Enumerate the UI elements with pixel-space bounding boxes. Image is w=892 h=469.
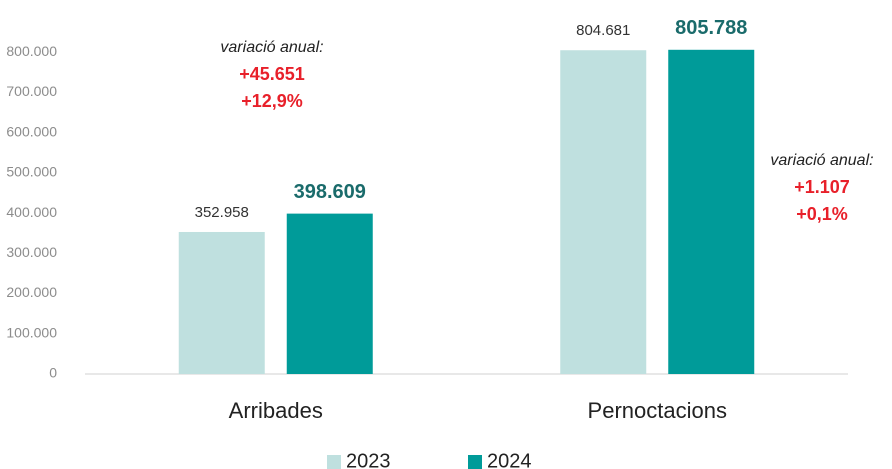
- y-tick-label: 100.000: [6, 324, 57, 340]
- annotation-title: variació anual:: [770, 152, 873, 169]
- bar: [286, 213, 373, 374]
- y-tick-label: 700.000: [6, 83, 57, 99]
- annotation-line: +45.651: [239, 64, 305, 84]
- data-label: 352.958: [195, 204, 249, 221]
- y-tick-label: 0: [49, 365, 57, 381]
- bar: [668, 49, 755, 375]
- bar: [560, 50, 647, 375]
- y-tick-label: 600.000: [6, 123, 57, 139]
- annotation-line: +0,1%: [796, 204, 848, 224]
- legend-label: 2024: [487, 450, 532, 469]
- y-tick-label: 400.000: [6, 204, 57, 220]
- legend-swatch: [327, 455, 341, 469]
- data-label: 804.681: [576, 22, 630, 39]
- annotation-title: variació anual:: [220, 39, 323, 56]
- data-label: 398.609: [294, 181, 366, 203]
- annotation-line: +12,9%: [241, 91, 303, 111]
- y-tick-label: 800.000: [6, 43, 57, 59]
- legend-swatch: [468, 455, 482, 469]
- y-tick-label: 300.000: [6, 244, 57, 260]
- y-tick-label: 500.000: [6, 164, 57, 180]
- x-tick-label: Pernoctacions: [588, 398, 727, 423]
- bar: [178, 231, 265, 374]
- data-label: 805.788: [675, 17, 747, 39]
- annotation-line: +1.107: [794, 177, 850, 197]
- legend-label: 2023: [346, 450, 391, 469]
- y-tick-label: 200.000: [6, 284, 57, 300]
- x-tick-label: Arribades: [229, 398, 323, 423]
